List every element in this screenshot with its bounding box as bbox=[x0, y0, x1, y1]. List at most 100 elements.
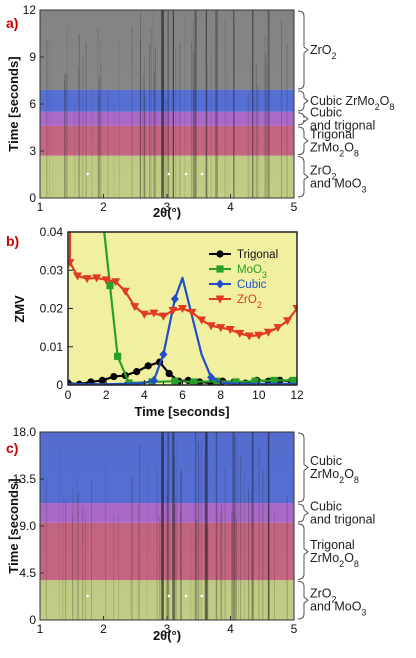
series-3 bbox=[68, 232, 297, 341]
data-point bbox=[289, 376, 297, 385]
band-shade bbox=[40, 432, 294, 620]
region-label: ZrO2 bbox=[310, 163, 337, 181]
region-label: and trigonal bbox=[310, 512, 375, 526]
x-tick-label: 2 bbox=[100, 622, 107, 636]
panel-c-diffraction-lines bbox=[45, 432, 288, 620]
region-label: Cubic ZrMo2O8 bbox=[310, 94, 394, 112]
region-label: ZrMo2O8 bbox=[310, 551, 359, 569]
y-tick-label: 0 bbox=[29, 613, 36, 627]
region-bracket bbox=[297, 523, 309, 580]
reflection-dot bbox=[167, 594, 171, 598]
data-point bbox=[225, 326, 235, 335]
data-point bbox=[111, 278, 121, 287]
y-tick-label: 3 bbox=[29, 144, 36, 158]
x-tick-label: 5 bbox=[291, 200, 298, 214]
reflection-dot bbox=[86, 594, 89, 598]
legend-label: Cubic bbox=[237, 279, 267, 291]
data-point bbox=[171, 377, 179, 385]
y-tick-label: 6 bbox=[29, 97, 36, 111]
data-point bbox=[282, 317, 292, 326]
panel-b: b) 0 2 4 6 8 10 12 0 0.01 0.02 0.03 0.04 Time [seco… bbox=[6, 225, 304, 419]
y-tick-label: 13.5 bbox=[13, 472, 37, 486]
data-point bbox=[68, 259, 75, 268]
y-tick-label: 0 bbox=[56, 378, 63, 392]
x-tick-label: 4 bbox=[227, 622, 234, 636]
region-bracket bbox=[297, 432, 309, 503]
data-point bbox=[206, 322, 216, 331]
data-point bbox=[292, 305, 297, 313]
y-tick-label: 0.01 bbox=[40, 340, 64, 354]
data-point bbox=[178, 305, 187, 313]
data-point bbox=[263, 328, 273, 337]
panel-c-ticks: 1 2 3 4 5 0 4.5 9.0 13.5 18.0 bbox=[13, 425, 298, 636]
panel-a-diffraction-lines bbox=[46, 10, 288, 198]
x-tick-label: 5 bbox=[291, 622, 298, 636]
data-point bbox=[187, 308, 197, 317]
region-label: ZrO2 bbox=[310, 587, 337, 605]
panel-c: c) 1 2 3 4 5 0 4.5 9.0 13.5 18.0 2θ(°) Time [seco… bbox=[6, 425, 375, 643]
data-point bbox=[92, 274, 102, 283]
y-tick-label: 0 bbox=[29, 191, 36, 205]
legend-label: MoO3 bbox=[237, 264, 267, 280]
x-tick-label: 3 bbox=[164, 622, 171, 636]
data-point bbox=[235, 329, 245, 338]
legend-marker bbox=[216, 279, 224, 289]
data-point bbox=[144, 362, 152, 370]
region-label: and trigonal bbox=[310, 118, 375, 132]
data-point bbox=[251, 377, 259, 385]
x-tick-label: 2 bbox=[100, 200, 107, 214]
y-tick-label: 9.0 bbox=[19, 519, 36, 533]
y-tick-label: 0.02 bbox=[40, 302, 64, 316]
data-point bbox=[165, 369, 173, 378]
region-bracket bbox=[297, 112, 309, 126]
data-point bbox=[273, 324, 283, 333]
data-point bbox=[254, 331, 264, 340]
data-point bbox=[232, 378, 240, 385]
data-point bbox=[149, 375, 158, 385]
data-point bbox=[101, 276, 111, 285]
region-bracket bbox=[297, 580, 309, 620]
region-bracket bbox=[297, 156, 309, 198]
data-point bbox=[130, 303, 140, 312]
y-tick-label: 18.0 bbox=[13, 425, 37, 439]
data-point bbox=[106, 281, 114, 290]
series-2 bbox=[68, 276, 297, 385]
data-point bbox=[168, 306, 178, 315]
legend-label: Trigonal bbox=[237, 249, 278, 261]
legend-marker bbox=[216, 265, 224, 273]
region-label: and MoO3 bbox=[310, 176, 366, 194]
region-label: and MoO3 bbox=[310, 600, 366, 618]
data-point bbox=[207, 372, 216, 382]
panel-b-ylabel: ZMV bbox=[12, 295, 27, 323]
x-tick-label: 4 bbox=[227, 200, 234, 214]
data-point bbox=[170, 294, 179, 304]
data-point bbox=[216, 324, 226, 333]
region-bracket bbox=[297, 10, 309, 90]
region-label: Trigonal bbox=[310, 127, 355, 141]
region-label: Trigonal bbox=[310, 538, 355, 552]
panel-a-xlabel: 2θ(°) bbox=[153, 205, 181, 220]
data-point bbox=[159, 349, 168, 359]
x-tick-label: 2 bbox=[103, 388, 110, 402]
y-tick-label: 0.03 bbox=[40, 263, 64, 277]
panel-c-xlabel: 2θ(°) bbox=[153, 628, 181, 643]
region-label: Cubic bbox=[310, 499, 342, 513]
reflection-dot bbox=[184, 172, 188, 176]
series-line bbox=[68, 276, 297, 385]
legend-marker bbox=[215, 295, 225, 304]
region-bracket bbox=[297, 90, 309, 112]
reflection-dot bbox=[86, 172, 89, 176]
x-tick-label: 12 bbox=[290, 388, 304, 402]
data-point bbox=[125, 379, 133, 385]
data-point bbox=[73, 272, 83, 281]
data-point bbox=[110, 372, 118, 381]
panel-b-xlabel: Time [seconds] bbox=[134, 404, 229, 419]
reflection-dot bbox=[184, 594, 188, 598]
data-point bbox=[197, 316, 207, 325]
x-tick-label: 0 bbox=[65, 388, 72, 402]
data-point bbox=[133, 368, 141, 376]
panel-a-phase-bands bbox=[40, 10, 294, 198]
